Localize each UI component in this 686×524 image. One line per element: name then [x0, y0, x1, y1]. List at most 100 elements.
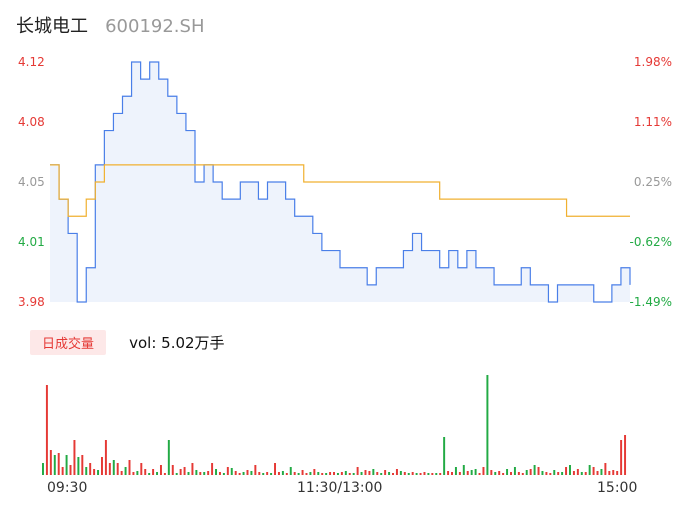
volume-bar: [274, 463, 277, 475]
volume-bar: [73, 440, 76, 475]
volume-bar: [561, 472, 564, 475]
volume-bar: [89, 463, 92, 475]
volume-bar: [285, 473, 288, 475]
volume-bar: [600, 469, 603, 475]
volume-bar: [537, 467, 540, 475]
volume-bar: [329, 472, 332, 475]
volume-bar: [498, 471, 501, 475]
volume-bar: [144, 469, 147, 475]
volume-bar: [588, 465, 591, 475]
volume-bar: [423, 472, 426, 475]
volume-bar: [112, 460, 115, 475]
volume-bar: [254, 465, 257, 475]
volume-bar: [517, 472, 520, 475]
volume-bar: [557, 472, 560, 475]
volume-bar: [167, 440, 170, 475]
volume-bar: [61, 467, 64, 475]
volume-bar: [435, 473, 438, 475]
volume-bar: [222, 473, 225, 475]
volume-bar: [179, 469, 182, 475]
volume-bar: [419, 473, 422, 475]
price-label: 4.01: [18, 235, 45, 249]
volume-bar: [482, 467, 485, 475]
volume-bar: [218, 472, 221, 475]
volume-bar: [140, 463, 143, 475]
volume-bar: [458, 472, 461, 475]
volume-bar: [364, 470, 367, 475]
volume-bar: [478, 473, 481, 475]
volume-value: vol: 5.02万手: [129, 334, 225, 352]
volume-bar: [565, 467, 568, 475]
volume-bar: [321, 473, 324, 475]
volume-bar: [584, 472, 587, 475]
volume-bar: [234, 471, 237, 475]
volume-bar: [474, 469, 477, 475]
price-label: 4.12: [18, 55, 45, 69]
volume-bar: [191, 463, 194, 475]
volume-bar: [258, 472, 261, 475]
volume-bar: [93, 469, 96, 475]
volume-bar: [69, 465, 72, 475]
volume-bar: [380, 473, 383, 475]
volume-bar: [553, 470, 556, 475]
volume-bar: [604, 463, 607, 475]
volume-bar: [159, 465, 162, 475]
volume-bar: [624, 435, 627, 475]
volume-bar: [395, 469, 398, 475]
volume-bar: [152, 469, 155, 475]
price-line: [50, 61, 631, 303]
volume-bar: [348, 473, 351, 475]
volume-bar: [592, 467, 595, 475]
volume-bar: [250, 471, 253, 475]
volume-bar: [502, 473, 505, 475]
volume-bar: [215, 469, 218, 475]
volume-bar: [128, 460, 131, 475]
pct-label: -0.62%: [629, 235, 672, 249]
volume-bar: [407, 473, 410, 475]
volume-bar: [576, 469, 579, 475]
volume-bar: [226, 467, 229, 475]
volume-bar: [486, 375, 489, 475]
volume-bar: [203, 472, 206, 475]
volume-bar: [415, 473, 418, 475]
volume-bar: [65, 455, 68, 475]
pct-label: 1.11%: [633, 115, 672, 129]
volume-bar: [549, 473, 552, 475]
volume-bar: [100, 457, 103, 475]
volume-bar: [376, 472, 379, 475]
price-label: 4.08: [18, 115, 45, 129]
volume-bar: [344, 471, 347, 475]
pct-label: -1.49%: [629, 295, 672, 309]
pct-label: 0.25%: [633, 175, 672, 189]
price-label: 4.05: [18, 175, 45, 189]
volume-bar: [372, 469, 375, 475]
volume-bar: [238, 473, 241, 475]
volume-bar: [360, 472, 363, 475]
volume-bar: [53, 455, 56, 475]
volume-bar: [175, 473, 178, 475]
volume-bar: [470, 470, 473, 475]
price-chart: [50, 61, 631, 303]
volume-bar: [466, 471, 469, 475]
volume-bar: [541, 471, 544, 475]
volume-bar: [569, 465, 571, 475]
volume-bar: [289, 467, 292, 475]
volume-toolbar: 日成交量 vol: 5.02万手: [30, 330, 225, 355]
volume-bar: [333, 472, 335, 475]
volume-bar: [81, 455, 84, 475]
volume-bar: [57, 453, 60, 475]
volume-bar: [447, 471, 450, 475]
volume-bar: [104, 440, 107, 475]
volume-bar: [356, 467, 359, 475]
volume-bar: [199, 472, 202, 475]
pct-label: 1.98%: [633, 55, 672, 69]
volume-bar: [399, 471, 402, 475]
volume-bar: [230, 468, 233, 475]
volume-bar: [97, 470, 100, 475]
volume-bar: [313, 469, 316, 475]
price-area: [50, 62, 630, 302]
volume-bar: [608, 471, 611, 475]
daily-volume-tab[interactable]: 日成交量: [30, 330, 107, 355]
volume-bar: [451, 472, 453, 475]
